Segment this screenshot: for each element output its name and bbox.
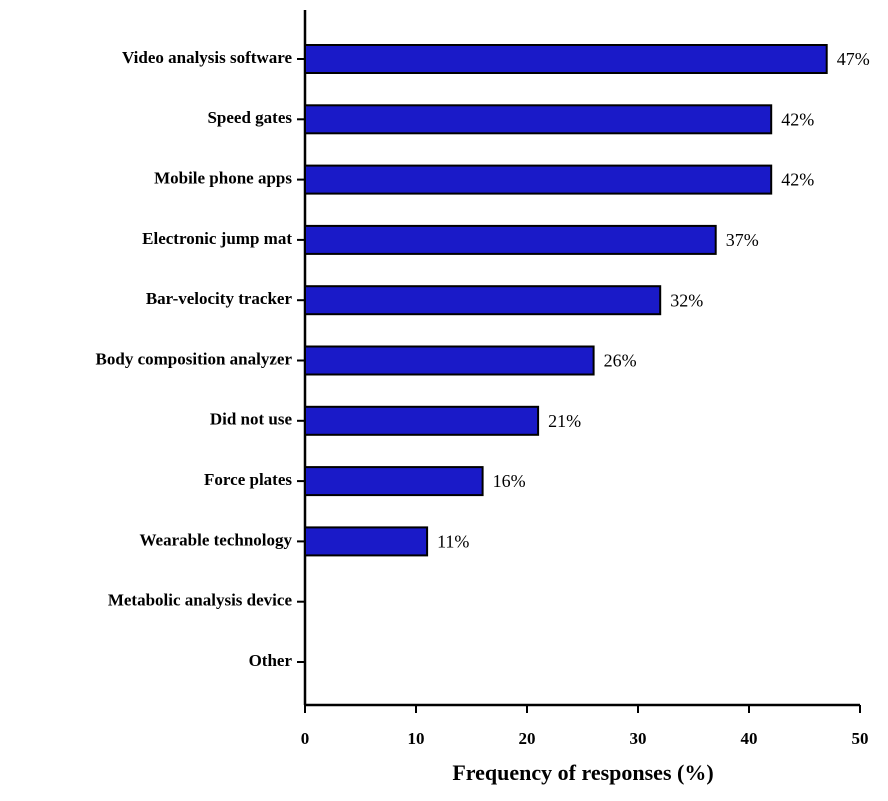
value-label: 11% xyxy=(437,532,469,552)
y-tick-label: Bar-velocity tracker xyxy=(146,289,293,308)
y-tick-label: Force plates xyxy=(204,470,292,489)
value-label: 42% xyxy=(781,109,814,129)
x-tick-label: 50 xyxy=(852,729,869,748)
value-label: 21% xyxy=(548,411,581,431)
value-label: 16% xyxy=(493,471,526,491)
bar xyxy=(304,405,540,436)
bar xyxy=(304,104,773,135)
y-tick-label: Speed gates xyxy=(207,108,292,127)
bar xyxy=(304,44,828,74)
y-tick-label: Other xyxy=(249,651,293,670)
bar xyxy=(304,224,717,255)
bar xyxy=(304,526,429,557)
x-tick-label: 40 xyxy=(741,729,758,748)
y-tick-label: Wearable technology xyxy=(139,530,292,549)
x-tick-label: 10 xyxy=(408,729,425,748)
y-tick-label: Video analysis software xyxy=(122,48,292,67)
value-label: 47% xyxy=(837,49,870,69)
value-label: 37% xyxy=(726,230,759,250)
x-axis-title: Frequency of responses (%) xyxy=(452,760,713,785)
x-tick-label: 0 xyxy=(301,729,310,748)
y-tick-label: Mobile phone apps xyxy=(154,169,292,188)
y-tick-label: Electronic jump mat xyxy=(142,229,292,248)
value-label: 26% xyxy=(604,351,637,371)
bar xyxy=(304,285,662,316)
value-label: 32% xyxy=(670,290,703,310)
bar xyxy=(304,345,595,376)
y-tick-label: Did not use xyxy=(210,410,293,429)
bar xyxy=(304,466,484,497)
bar xyxy=(304,164,773,195)
x-tick-label: 30 xyxy=(630,729,647,748)
x-tick-label: 20 xyxy=(519,729,536,748)
value-label: 42% xyxy=(781,170,814,190)
y-tick-label: Metabolic analysis device xyxy=(108,591,293,610)
y-tick-label: Body composition analyzer xyxy=(96,349,293,368)
